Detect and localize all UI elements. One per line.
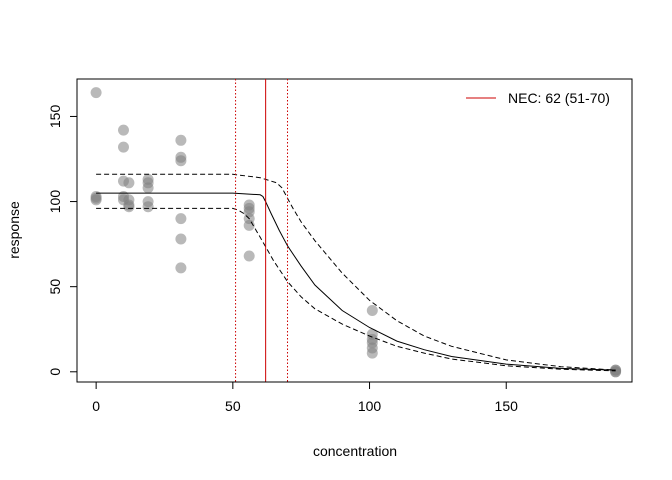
data-point (142, 201, 154, 213)
fitted-curve-line (96, 192, 616, 371)
data-point (366, 347, 378, 359)
data-point (118, 141, 129, 153)
data-point (243, 250, 255, 262)
data-point (123, 177, 135, 189)
legend: NEC: 62 (51-70) (466, 90, 610, 106)
data-point (366, 305, 378, 316)
data-point (610, 366, 622, 378)
data-point (175, 213, 187, 225)
confidence-band-line (96, 173, 616, 371)
x-axis-label: concentration (313, 443, 397, 459)
y-tick-label: 0 (47, 368, 63, 376)
data-point (175, 155, 187, 167)
data-point (90, 194, 102, 206)
confidence-band-line (96, 207, 616, 372)
data-point (175, 262, 187, 274)
y-axis-label: response (6, 201, 22, 259)
data-point (142, 182, 154, 194)
lines-layer (96, 79, 616, 382)
data-point (90, 87, 102, 99)
data-point (118, 124, 129, 136)
plot-area-frame (76, 78, 633, 383)
axes-layer: 0 50 100 150 0 50 100 150 (47, 105, 518, 414)
x-tick-label: 150 (495, 398, 519, 414)
y-tick-label: 150 (47, 105, 63, 129)
x-tick-label: 100 (358, 398, 382, 414)
y-tick-label: 50 (47, 279, 63, 295)
x-tick-label: 50 (225, 398, 241, 414)
data-point (123, 201, 135, 213)
x-tick-label: 0 (92, 398, 100, 414)
legend-label: NEC: 62 (51-70) (508, 90, 610, 106)
points-layer (90, 87, 622, 378)
y-tick-label: 100 (47, 190, 63, 214)
data-point (175, 233, 187, 245)
data-point (175, 134, 187, 146)
